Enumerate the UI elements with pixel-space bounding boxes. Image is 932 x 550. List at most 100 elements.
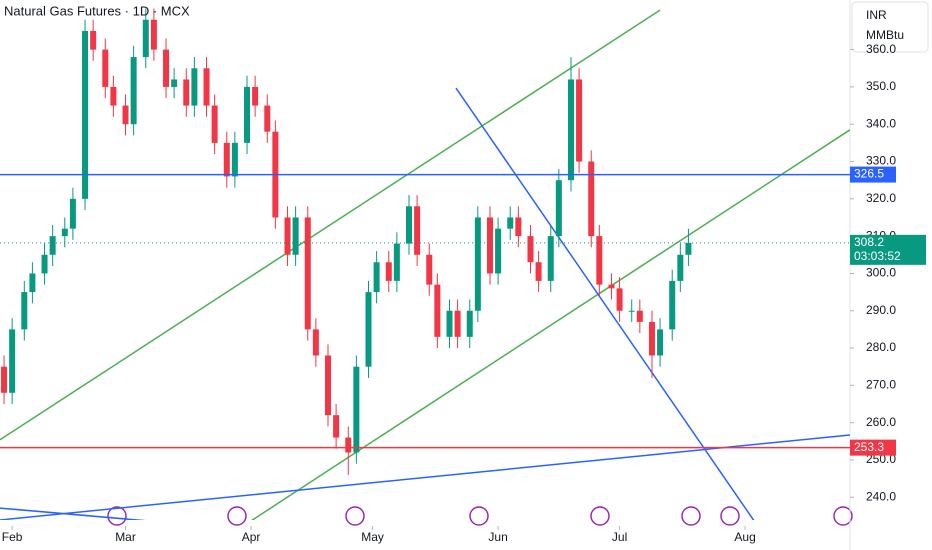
candle-body — [264, 105, 271, 132]
candle-body — [150, 19, 157, 50]
candle-body — [292, 217, 299, 255]
last-price-box — [850, 234, 926, 265]
candle-body — [677, 254, 684, 281]
y-tick-label: 300.0 — [866, 266, 896, 280]
candle-body — [406, 206, 413, 244]
candle-body — [608, 284, 615, 289]
y-tick-label: 340.0 — [866, 116, 896, 130]
candle-body — [685, 242, 692, 255]
candle-body — [507, 217, 514, 229]
candle-body — [474, 217, 481, 311]
candle-body — [454, 310, 461, 337]
candle-body — [1, 366, 8, 393]
candle-body — [596, 236, 603, 285]
price-line-label-box — [850, 166, 896, 183]
event-icon[interactable] — [345, 506, 365, 526]
candle-body — [82, 30, 89, 199]
candle-body — [183, 79, 190, 106]
event-icon[interactable] — [681, 506, 701, 526]
candle-body — [325, 355, 332, 416]
candle-body — [657, 329, 664, 356]
unit-box — [851, 1, 929, 53]
price-line-label: 326.5 — [854, 167, 884, 181]
price-line-label: 253.3 — [854, 440, 884, 454]
candle-body — [515, 217, 522, 237]
candle-body — [90, 30, 97, 50]
y-tick-label: 240.0 — [866, 489, 896, 503]
candle-body — [385, 262, 392, 281]
x-tick-label: Jun — [488, 530, 507, 544]
trend-line — [0, 507, 147, 520]
event-icon[interactable] — [469, 506, 489, 526]
y-tick-label: 360.0 — [866, 42, 896, 56]
candle-body — [466, 310, 473, 337]
candle-body — [527, 236, 534, 263]
candle-body — [252, 86, 259, 106]
y-tick-label: 350.0 — [866, 79, 896, 93]
candle-body — [373, 262, 380, 293]
candle-body — [616, 288, 623, 311]
y-tick-label: 320.0 — [866, 191, 896, 205]
candle-body — [636, 310, 643, 322]
candle-body — [231, 142, 238, 177]
trend-line — [0, 434, 850, 520]
candle-body — [495, 228, 502, 274]
candle-body — [69, 198, 76, 229]
candle-body — [648, 321, 655, 356]
candle-body — [434, 284, 441, 337]
candle-body — [365, 292, 372, 367]
candle-body — [211, 105, 218, 143]
candle-body — [191, 68, 198, 106]
price-line-label-box — [850, 439, 896, 456]
x-tick-label: Apr — [242, 530, 261, 544]
candle-body — [110, 86, 117, 106]
candle-body — [567, 79, 574, 181]
candle-body — [393, 243, 400, 281]
event-icons — [107, 506, 853, 526]
y-tick-label: 260.0 — [866, 415, 896, 429]
event-icon[interactable] — [720, 506, 740, 526]
currency: INR — [866, 8, 887, 22]
event-icon[interactable] — [833, 506, 853, 526]
candle-body — [547, 236, 554, 281]
x-tick-label: Mar — [115, 530, 136, 544]
candle-body — [122, 105, 129, 125]
candle-body — [284, 217, 291, 255]
candle-body — [588, 161, 595, 237]
candle-body — [223, 142, 230, 177]
countdown: 03:03:52 — [854, 249, 901, 263]
x-tick-label: Aug — [734, 530, 755, 544]
candle-body — [41, 254, 48, 274]
candle-body — [535, 262, 542, 281]
plot-area — [0, 8, 850, 520]
candle-body — [21, 292, 28, 330]
candle-body — [203, 68, 210, 106]
candle-body — [29, 273, 36, 293]
candle-body — [446, 310, 453, 337]
candle-body — [312, 329, 319, 356]
candle-body — [628, 310, 635, 312]
y-tick-label: 270.0 — [866, 378, 896, 392]
candle-body — [244, 86, 251, 143]
candle-body — [486, 217, 493, 274]
trend-line — [251, 129, 850, 520]
candle-body — [163, 49, 170, 87]
x-tick-label: Feb — [2, 530, 23, 544]
x-tick-label: Jul — [612, 530, 627, 544]
candle-body — [333, 415, 340, 438]
trend-line — [0, 9, 661, 441]
candle-body — [304, 217, 311, 330]
candle-body — [353, 366, 360, 453]
candle-body — [576, 79, 583, 162]
candle-body — [9, 329, 16, 393]
event-icon[interactable] — [227, 506, 247, 526]
last-price: 308.2 — [854, 235, 884, 249]
candle-body — [414, 206, 421, 255]
candle-body — [102, 49, 109, 87]
event-icon[interactable] — [107, 506, 127, 526]
candle-body — [61, 228, 68, 237]
event-icon[interactable] — [590, 506, 610, 526]
x-tick-label: May — [361, 530, 384, 544]
unit: MMBtu — [866, 28, 904, 42]
